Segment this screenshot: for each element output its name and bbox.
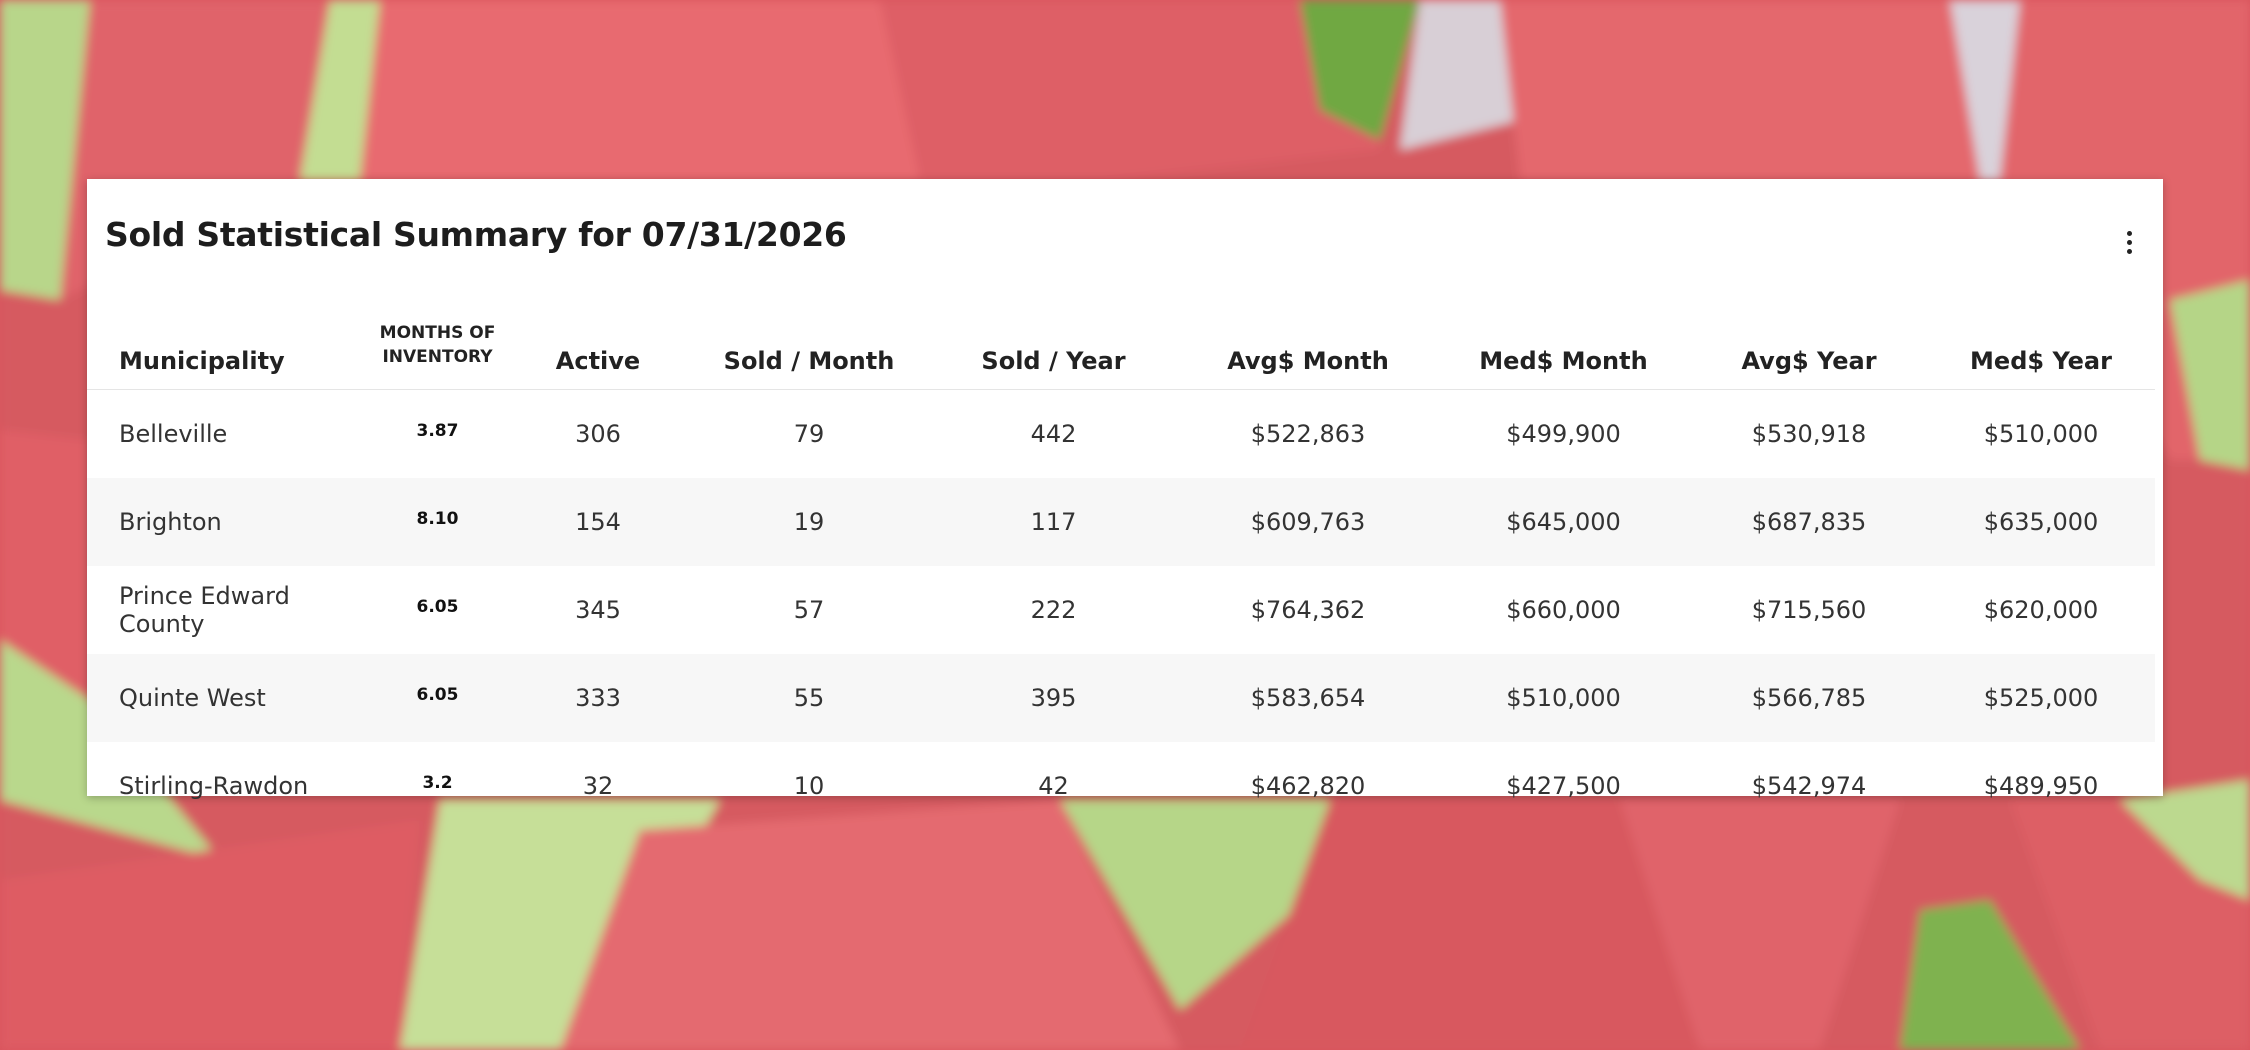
column-header: MONTHS OF INVENTORY [370,289,505,390]
data-cell: $510,000 [1983,420,2099,448]
data-cell: $566,785 [1691,654,1927,742]
data-cell: 10 [793,772,825,800]
data-cell: 3.87 [416,421,459,441]
municipality-cell: Belleville [119,420,228,448]
data-cell: 42 [1038,772,1069,800]
column-header: Med$ Month [1436,289,1691,390]
data-cell: 154 [505,478,691,566]
data-cell: 395 [927,654,1180,742]
data-cell: 55 [691,654,927,742]
data-cell: 8.10 [370,478,505,566]
slice [1240,800,1700,1050]
data-cell: 306 [575,420,621,448]
header-row: Municipality MONTHS OF INVENTORY Active Sol… [87,289,2155,390]
column-header: Avg$ Month [1180,289,1436,390]
rind [1300,0,1420,140]
municipality-cell: Stirling-Rawdon [119,772,309,800]
data-cell: $489,950 [1983,772,2099,800]
column-header: Med$ Year [1927,289,2155,390]
data-cell: $764,362 [1250,596,1366,624]
data-cell: $499,900 [1506,420,1621,448]
slice [0,820,420,1050]
column-header: Sold / Month [691,289,927,390]
data-cell: 32 [582,772,614,800]
card-title: Sold Statistical Summary for 07/31/2026 [105,215,847,254]
slice [1500,0,1980,180]
data-cell: 345 [575,596,621,624]
slice [360,0,920,180]
data-cell: $609,763 [1180,478,1436,566]
data-cell: $530,918 [1751,420,1867,448]
data-cell: 6.05 [370,654,505,742]
data-cell: $620,000 [1983,596,2099,624]
table-row: Belleville 3.87 306 79 442 $522,863 $499,900 $5… [87,390,2155,479]
table-row: Stirling-Rawdon 3.2 32 10 42 $462,820 $427,500… [87,742,2155,830]
plate [1400,0,1520,150]
data-cell: $687,835 [1691,478,1927,566]
data-cell: 3.2 [422,773,453,793]
column-header: Sold / Year [927,289,1180,390]
summary-table: Municipality MONTHS OF INVENTORY Active Sol… [87,289,2155,830]
rind [300,0,380,180]
data-cell: 442 [1030,420,1077,448]
data-cell: $462,820 [1250,772,1366,800]
slice [880,0,1390,180]
data-cell: $542,974 [1751,772,1867,800]
data-cell: $715,560 [1751,596,1867,624]
data-cell: $427,500 [1506,772,1621,800]
column-header: Avg$ Year [1691,289,1927,390]
column-header: Active [505,289,691,390]
data-cell: $583,654 [1180,654,1436,742]
data-cell: $645,000 [1436,478,1691,566]
table-row: Brighton 8.10 154 19 117 $609,763 $645,000 $687… [87,478,2155,566]
data-cell: 222 [1030,596,1077,624]
slice [560,800,1180,1050]
municipality-cell: Brighton [87,478,370,566]
data-cell: 6.05 [416,597,459,617]
column-header: Municipality [87,289,370,390]
data-cell: 333 [505,654,691,742]
slice [0,430,90,700]
data-cell: $510,000 [1436,654,1691,742]
data-cell: 117 [927,478,1180,566]
data-cell: $525,000 [1927,654,2155,742]
table-row: Quinte West 6.05 333 55 395 $583,654 $510,000 $… [87,654,2155,742]
data-cell: $635,000 [1927,478,2155,566]
rind [2170,280,2250,470]
table-row: Prince Edward County 6.05 345 57 222 $764,362… [87,566,2155,654]
menu-button[interactable] [2125,231,2133,258]
municipality-cell: Prince Edward County [119,582,290,638]
slice [1620,800,1900,1050]
summary-card: Sold Statistical Summary for 07/31/2026 … [87,179,2163,800]
municipality-cell: Quinte West [87,654,370,742]
rind [1900,900,2080,1050]
data-cell: $660,000 [1506,596,1621,624]
data-cell: 79 [793,420,825,448]
plate [1950,0,2020,180]
data-cell: 57 [793,596,825,624]
data-cell: $522,863 [1250,420,1366,448]
rind [2120,780,2250,900]
data-cell: 19 [691,478,927,566]
